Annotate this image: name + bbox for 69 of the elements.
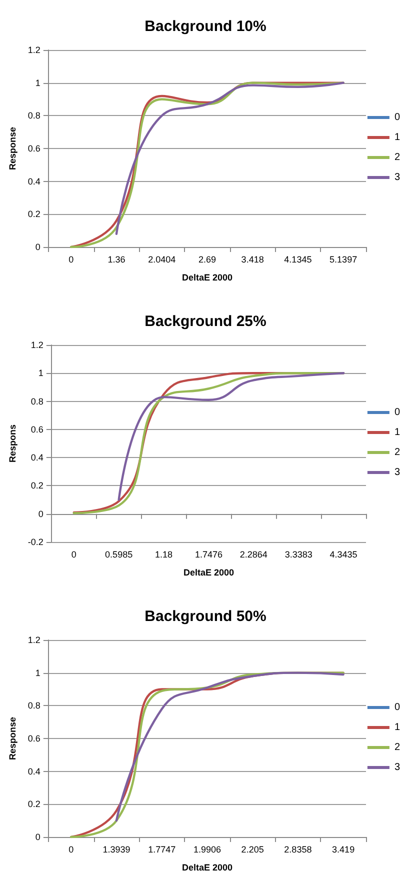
legend-label: 3 (394, 762, 400, 773)
y-axis-title: Response (8, 126, 18, 170)
x-tick-label: 0 (71, 550, 76, 560)
chart-title: Background 50% (144, 608, 266, 625)
legend-label: 1 (394, 722, 400, 733)
y-tick-label: 0 (35, 242, 40, 252)
x-tick-label: 3.419 (332, 844, 355, 854)
y-tick-label: 1 (35, 668, 40, 678)
x-tick-label: 1.9906 (193, 844, 221, 854)
y-tick-label: 0.4 (28, 176, 40, 186)
x-tick-label: 3.3383 (284, 550, 312, 560)
legend-label: 0 (394, 702, 400, 713)
y-tick-label: 0 (38, 508, 44, 519)
y-tick-label: 1.2 (28, 45, 40, 55)
line-series (118, 372, 345, 501)
legend-label: 1 (394, 427, 400, 438)
x-tick-label: 2.69 (198, 254, 216, 264)
y-tick-label: 0.2 (28, 799, 40, 810)
x-tick-label: 1.7747 (148, 844, 176, 854)
y-tick-label: -0.2 (28, 537, 44, 547)
x-tick-label: 2.0404 (148, 254, 176, 264)
x-tick-label: 4.1345 (284, 254, 312, 264)
y-tick-label: 1 (38, 368, 44, 378)
y-tick-label: 0.8 (30, 396, 44, 406)
legend-label: 1 (394, 132, 400, 143)
y-tick-label: 0.6 (30, 424, 44, 434)
legend-label: 0 (394, 112, 400, 123)
x-tick-label: 1.18 (154, 550, 173, 560)
x-axis-title: DeltaE 2000 (183, 568, 234, 578)
legend-label: 2 (394, 152, 400, 163)
x-tick-label: 2.205 (241, 844, 264, 854)
chart-title: Background 10% (144, 18, 266, 35)
legend-label: 3 (394, 467, 400, 478)
y-tick-label: 1 (35, 78, 40, 88)
y-tick-label: 0.6 (28, 144, 40, 154)
y-tick-label: 0 (35, 832, 40, 842)
line-series (115, 672, 344, 822)
x-tick-label: 0 (68, 844, 74, 854)
line-series (115, 82, 344, 235)
line-series (70, 82, 344, 248)
legend-label: 0 (394, 407, 400, 418)
y-tick-label: 0.6 (28, 734, 40, 744)
x-tick-label: 4.3435 (330, 550, 358, 560)
x-tick-label: 0.5985 (105, 550, 133, 560)
x-tick-label: 2.2864 (240, 550, 268, 560)
x-axis-title: DeltaE 2000 (182, 862, 232, 872)
x-axis-title: DeltaE 2000 (182, 272, 232, 282)
y-tick-label: 0.4 (28, 766, 40, 776)
chart-title: Background 25% (144, 313, 266, 330)
y-tick-label: 0.2 (30, 480, 44, 491)
y-tick-label: 0.4 (30, 452, 44, 463)
line-series (70, 672, 344, 838)
x-tick-label: 1.36 (108, 254, 126, 264)
y-tick-label: 0.8 (28, 700, 40, 711)
y-axis-title: Response (8, 716, 18, 760)
x-tick-label: 1.7476 (194, 550, 222, 560)
legend-label: 2 (394, 742, 400, 753)
legend-label: 3 (394, 172, 400, 183)
x-tick-label: 1.3939 (102, 844, 130, 854)
legend-label: 2 (394, 447, 400, 458)
x-tick-label: 2.8358 (284, 844, 312, 854)
y-tick-label: 0.2 (28, 209, 40, 220)
x-tick-label: 0 (68, 254, 74, 264)
x-tick-label: 3.418 (241, 254, 264, 264)
y-tick-label: 1.2 (28, 635, 40, 645)
y-tick-label: 1.2 (30, 340, 44, 350)
y-axis-title: Respons (8, 424, 18, 463)
x-tick-label: 5.1397 (330, 254, 358, 264)
y-tick-label: 0.8 (28, 110, 40, 121)
